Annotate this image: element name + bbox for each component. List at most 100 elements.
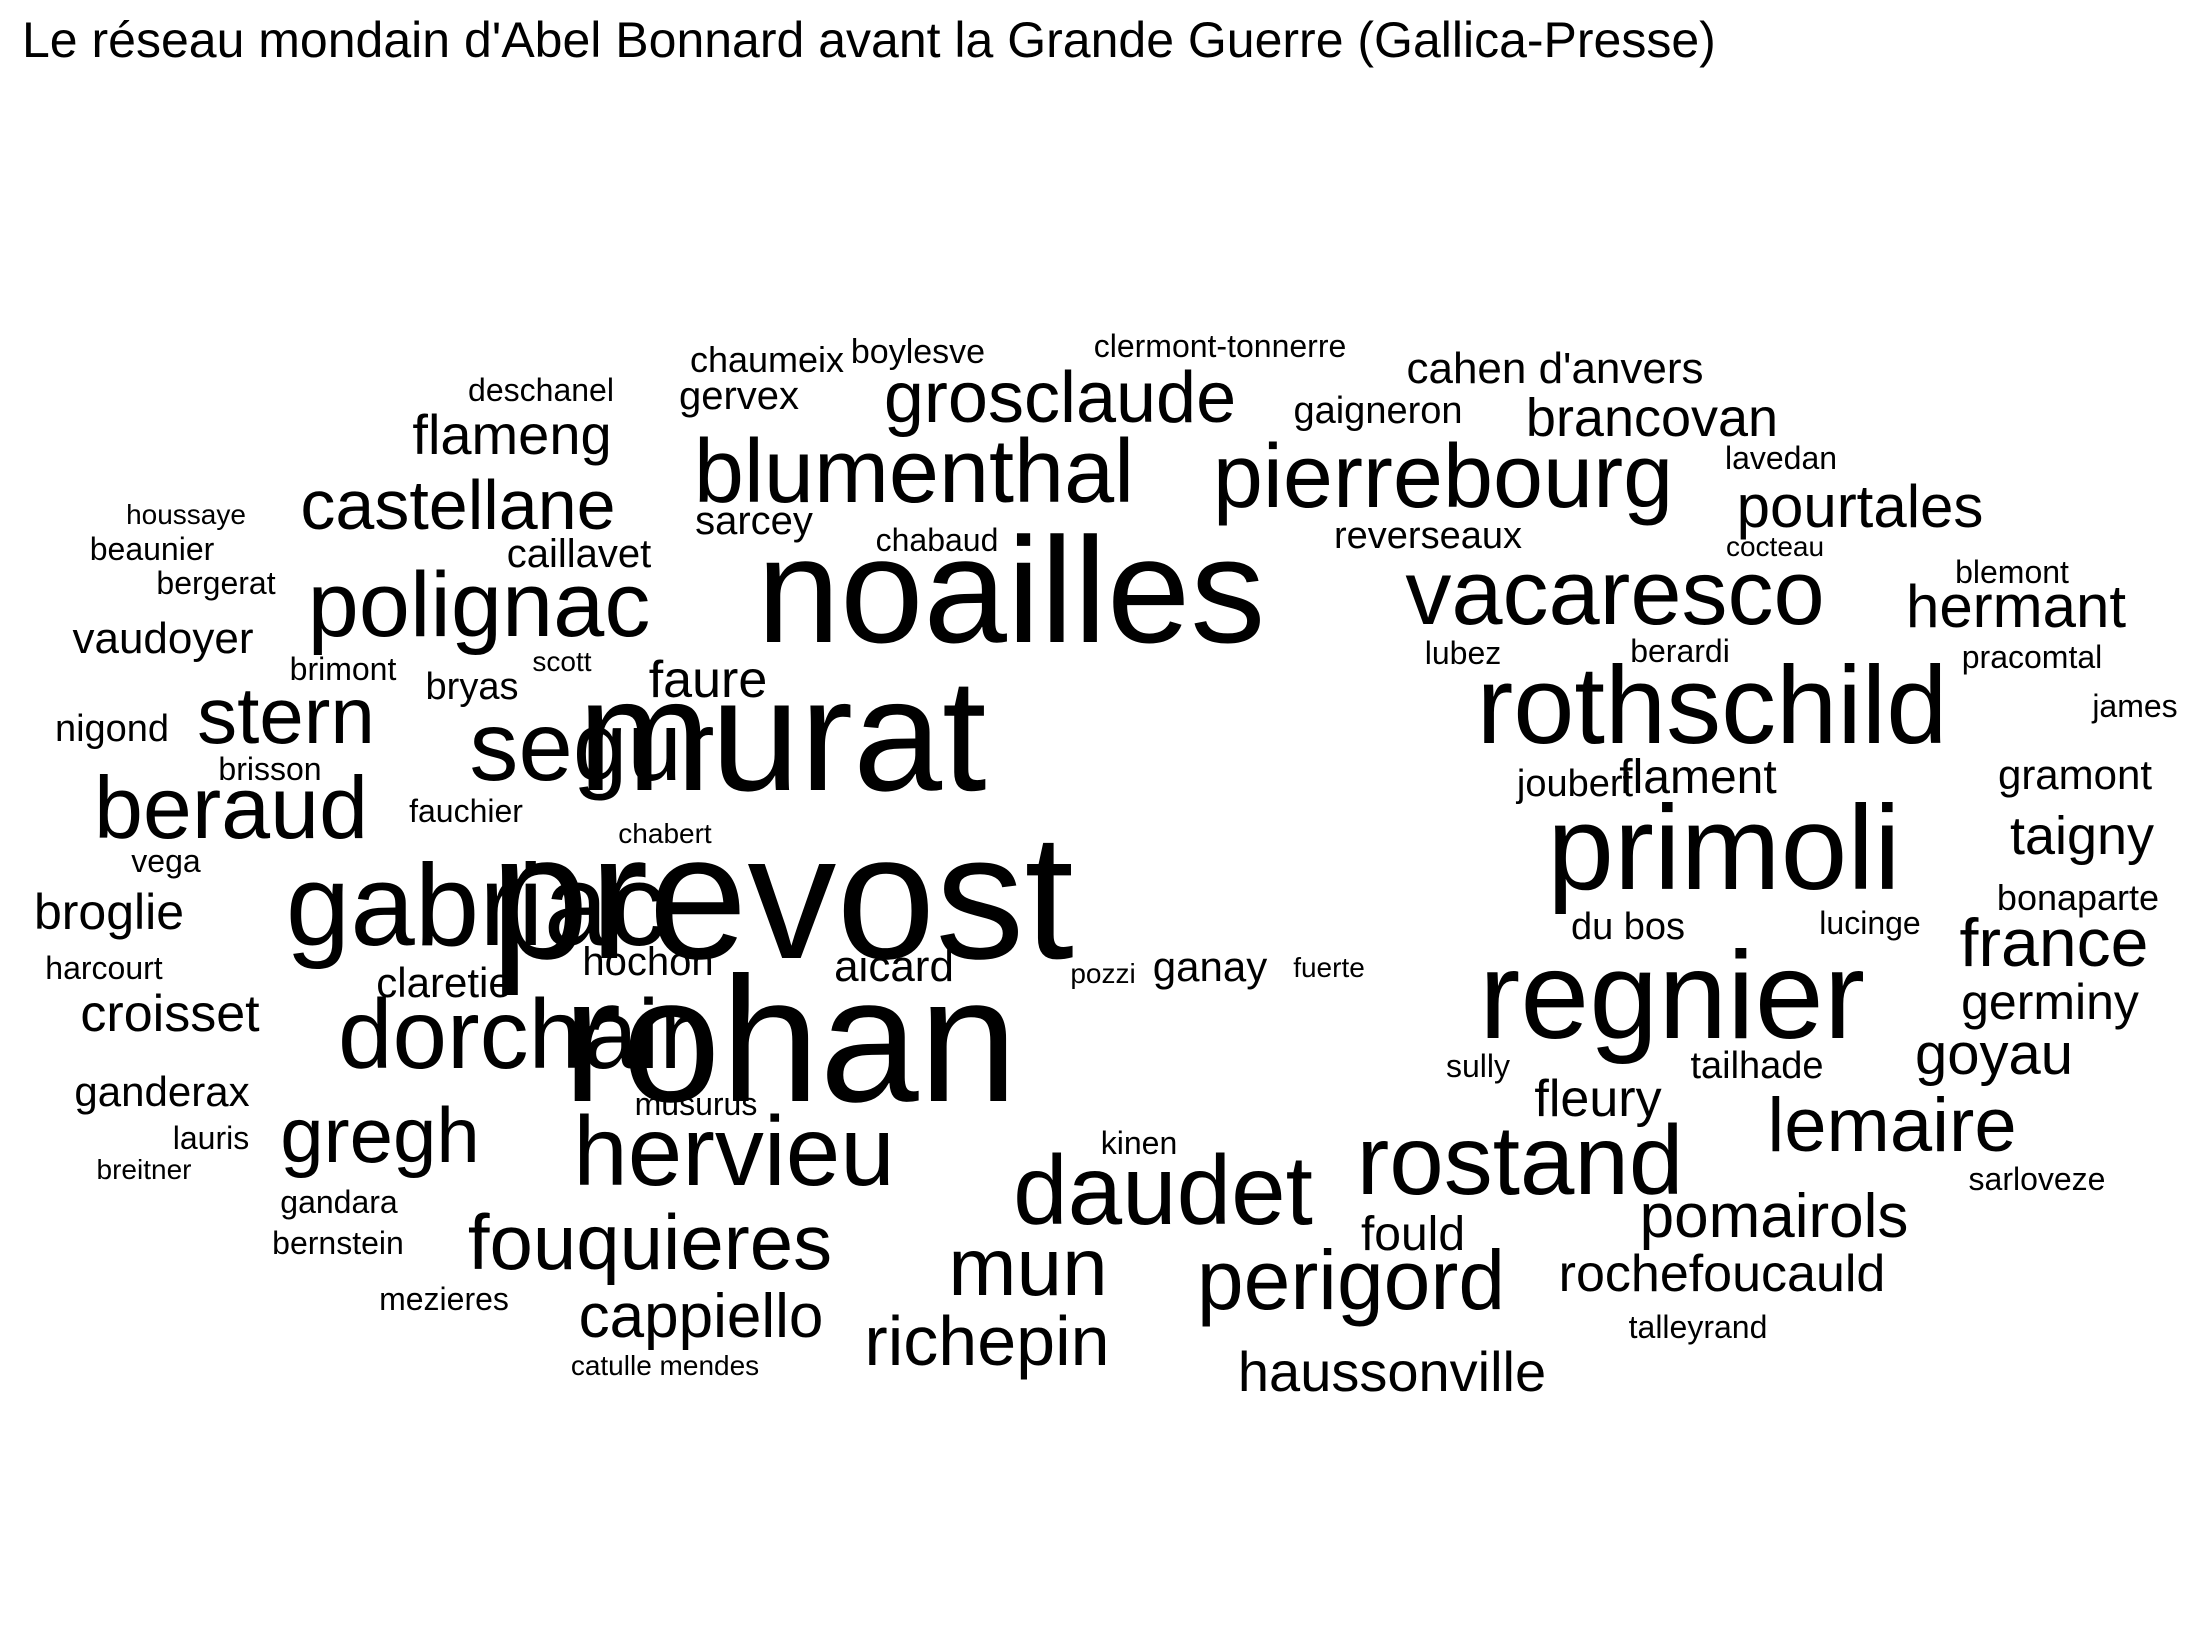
word-houssaye: houssaye [126, 499, 246, 530]
word-brisson: brisson [218, 751, 322, 787]
word-murat: murat [577, 645, 987, 824]
word-breitner: breitner [96, 1154, 192, 1185]
word-sarloveze: sarloveze [1968, 1161, 2106, 1197]
word-mun: mun [948, 1222, 1108, 1313]
word-hochon: hochon [582, 940, 714, 984]
word-prevost: prevost [490, 797, 1074, 996]
word-fleury: fleury [1534, 1070, 1662, 1128]
word-pomairols: pomairols [1639, 1182, 1909, 1251]
word-bryas: bryas [425, 666, 519, 708]
word-hervieu: hervieu [573, 1096, 895, 1206]
word-bernstein: bernstein [272, 1225, 404, 1261]
word-daudet: daudet [1013, 1135, 1313, 1245]
word-cappiello: cappiello [578, 1282, 824, 1351]
word-broglie: broglie [33, 884, 185, 940]
word-segur: segur [469, 691, 715, 801]
word-pierrebourg: pierrebourg [1212, 427, 1674, 527]
word-flameng: flameng [412, 403, 612, 466]
word-sully: sully [1445, 1048, 1511, 1084]
word-gaigneron: gaigneron [1293, 390, 1463, 432]
word-lauris: lauris [172, 1120, 250, 1156]
word-gervex: gervex [678, 374, 800, 418]
word-lubez: lubez [1424, 635, 1502, 671]
word-bergerat: bergerat [156, 565, 276, 601]
word-caillavet: caillavet [506, 532, 652, 576]
word-catulle-mendes: catulle mendes [570, 1350, 760, 1381]
word-blemont: blemont [1955, 554, 2069, 590]
word-lucinge: lucinge [1819, 905, 1921, 941]
word-faure: faure [648, 651, 768, 709]
word-rohan: rohan [562, 940, 1018, 1139]
word-france: france [1959, 905, 2149, 981]
word-talleyrand: talleyrand [1628, 1309, 1768, 1345]
word-ganderax: ganderax [74, 1068, 250, 1115]
word-ganay: ganay [1152, 943, 1268, 990]
word-fouquieres: fouquieres [467, 1198, 833, 1286]
word-deschanel: deschanel [468, 372, 614, 408]
word-chabert: chabert [618, 818, 712, 849]
word-dorchain: dorchain [338, 979, 714, 1089]
word-brimont: brimont [289, 651, 397, 687]
word-rostand: rostand [1356, 1105, 1684, 1215]
word-clermont-tonnerre: clermont-tonnerre [1093, 328, 1347, 364]
word-beaunier: beaunier [89, 531, 215, 567]
word-primoli: primoli [1547, 781, 1901, 915]
word-vacaresco: vacaresco [1405, 542, 1825, 644]
word-boylesve: boylesve [850, 333, 986, 371]
word-blumenthal: blumenthal [693, 422, 1135, 522]
word-flament: flament [1619, 751, 1777, 804]
word-beraud: beraud [93, 758, 369, 857]
word-kinen: kinen [1100, 1125, 1178, 1161]
word-stern: stern [197, 671, 375, 760]
word-joubert: joubert [1516, 763, 1634, 805]
word-pracomtal: pracomtal [1961, 639, 2103, 675]
word-noailles: noailles [756, 506, 1266, 674]
word-fauchier: fauchier [409, 793, 523, 829]
word-taigny: taigny [2009, 806, 2155, 866]
word-germiny: germiny [1961, 974, 2139, 1030]
word-harcourt: harcourt [45, 950, 163, 986]
word-vega: vega [131, 843, 201, 879]
chart-title: Le réseau mondain d'Abel Bonnard avant l… [22, 12, 1716, 68]
word-aicard: aicard [834, 942, 954, 991]
word-rochefoucauld: rochefoucauld [1558, 1245, 1886, 1303]
word-regnier: regnier [1479, 927, 1865, 1065]
word-scott: scott [532, 646, 592, 677]
word-gabriac: gabriac [285, 840, 667, 970]
word-pozzi: pozzi [1070, 958, 1136, 989]
word-nigond: nigond [54, 708, 170, 750]
word-pourtales: pourtales [1736, 473, 1984, 540]
word-lavedan: lavedan [1724, 440, 1838, 476]
word-james: james [2092, 688, 2178, 724]
word-castellane: castellane [300, 466, 616, 544]
word-gramont: gramont [1997, 751, 2153, 798]
word-cahen-d-anvers: cahen d'anvers [1406, 344, 1704, 393]
word-chaumeix: chaumeix [689, 339, 845, 380]
word-brancovan: brancovan [1525, 388, 1779, 448]
word-goyau: goyau [1914, 1022, 2074, 1087]
word-gregh: gregh [280, 1091, 480, 1179]
word-chabaud: chabaud [875, 522, 999, 558]
word-claretie: claretie [376, 959, 512, 1006]
word-reverseaux: reverseaux [1334, 515, 1522, 557]
word-richepin: richepin [864, 1302, 1110, 1380]
word-du-bos: du bos [1570, 906, 1686, 948]
word-berardi: berardi [1630, 633, 1730, 669]
word-rothschild: rothschild [1476, 644, 1948, 767]
word-polignac: polignac [307, 554, 651, 656]
word-haussonville: haussonville [1237, 1340, 1547, 1403]
word-lemaire: lemaire [1767, 1083, 2017, 1168]
word-musurus: musurus [634, 1086, 758, 1122]
word-sarcey: sarcey [695, 499, 813, 543]
word-fuerte: fuerte [1293, 952, 1365, 983]
word-cocteau: cocteau [1725, 531, 1825, 562]
word-tailhade: tailhade [1690, 1045, 1824, 1087]
word-croisset: croisset [80, 985, 260, 1043]
word-perigord: perigord [1196, 1233, 1506, 1327]
word-hermant: hermant [1905, 573, 2127, 640]
word-mezieres: mezieres [379, 1281, 509, 1317]
word-vaudoyer: vaudoyer [72, 614, 254, 663]
word-grosclaude: grosclaude [883, 358, 1237, 438]
